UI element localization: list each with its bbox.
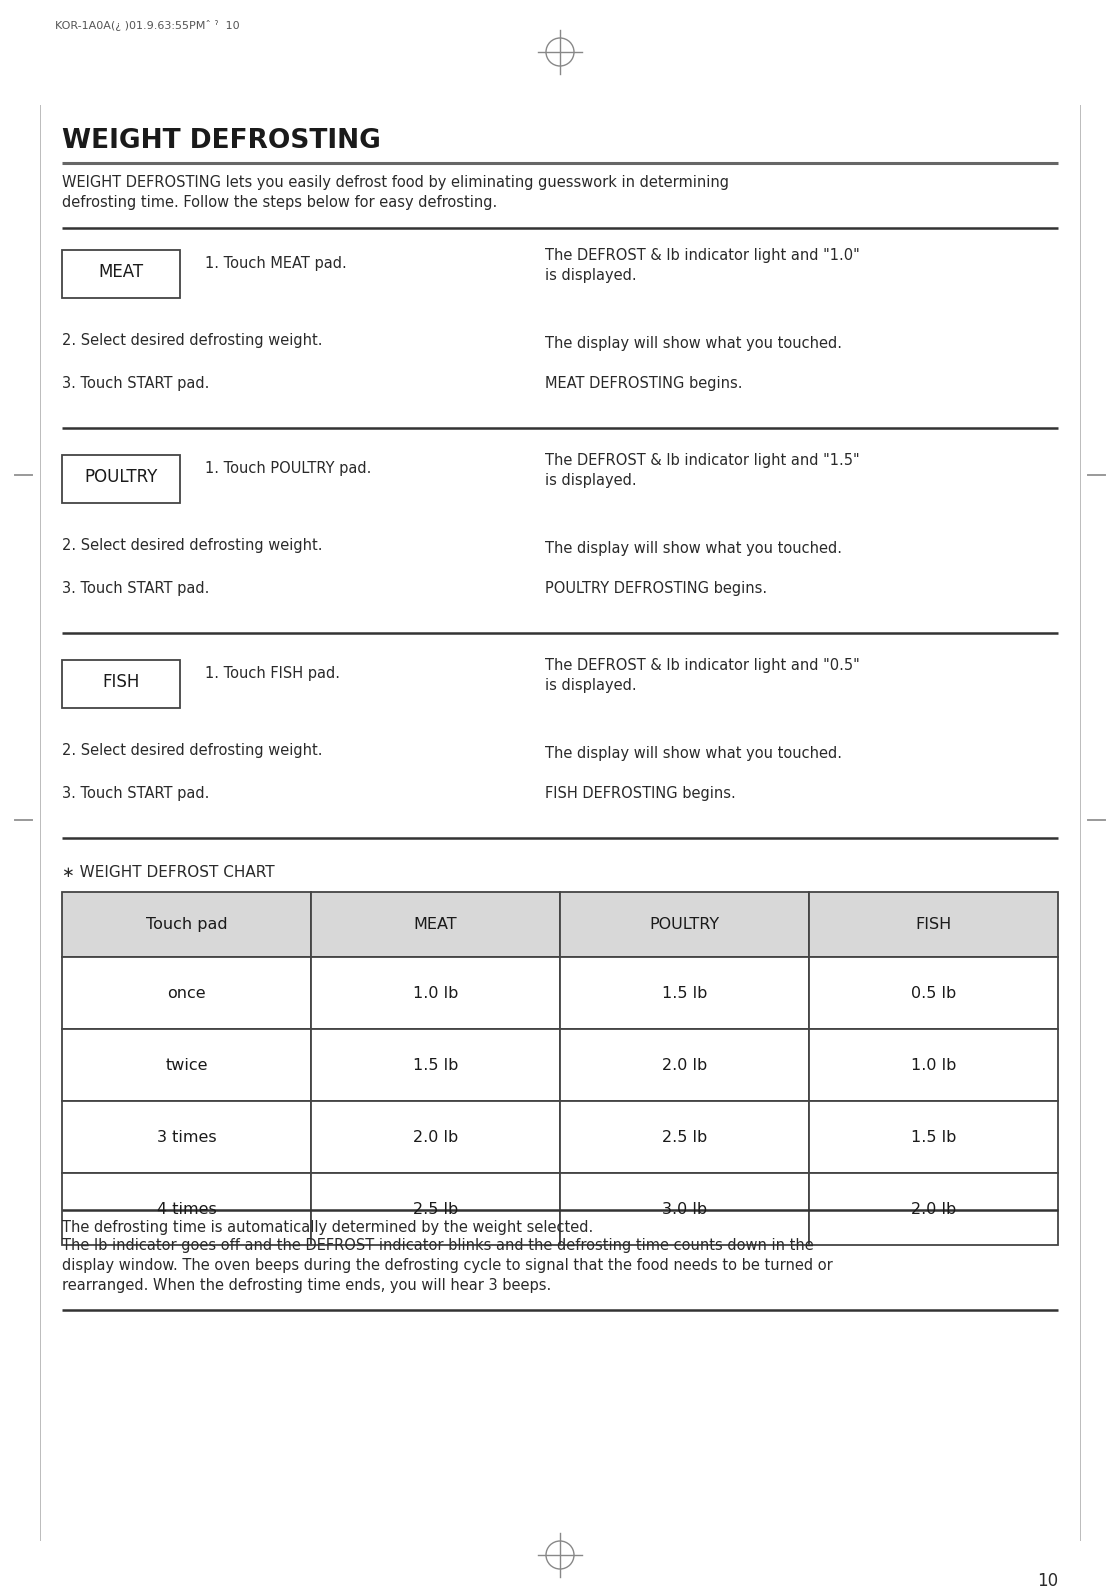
Text: 3. Touch START pad.: 3. Touch START pad. (62, 580, 209, 596)
Bar (809, 1101, 1058, 1173)
Text: 1.0 lb: 1.0 lb (413, 985, 458, 1001)
Text: WEIGHT DEFROSTING lets you easily defrost food by eliminating guesswork in deter: WEIGHT DEFROSTING lets you easily defros… (62, 175, 729, 210)
Text: 4 times: 4 times (157, 1202, 216, 1216)
Text: POULTRY: POULTRY (650, 917, 719, 932)
Text: 3. Touch START pad.: 3. Touch START pad. (62, 376, 209, 391)
Text: twice: twice (166, 1057, 207, 1073)
Bar (560, 1030, 809, 1101)
Text: MEAT DEFROSTING begins.: MEAT DEFROSTING begins. (545, 376, 743, 391)
Text: 1.5 lb: 1.5 lb (911, 1130, 956, 1144)
Bar (809, 956, 1058, 1030)
Text: MEAT: MEAT (99, 263, 143, 281)
Text: The DEFROST & lb indicator light and "0.5"
is displayed.: The DEFROST & lb indicator light and "0.… (545, 658, 860, 693)
Text: 3 times: 3 times (157, 1130, 216, 1144)
Text: The DEFROST & lb indicator light and "1.5"
is displayed.: The DEFROST & lb indicator light and "1.… (545, 453, 860, 488)
Bar (62, 1030, 311, 1101)
Text: 2. Select desired defrosting weight.: 2. Select desired defrosting weight. (62, 333, 323, 347)
Text: FISH DEFROSTING begins.: FISH DEFROSTING begins. (545, 786, 736, 802)
Text: 1.5 lb: 1.5 lb (662, 985, 707, 1001)
Text: The display will show what you touched.: The display will show what you touched. (545, 540, 842, 556)
Bar (809, 1030, 1058, 1101)
Text: 1. Touch MEAT pad.: 1. Touch MEAT pad. (205, 257, 347, 271)
Bar (311, 1101, 560, 1173)
Text: FISH: FISH (915, 917, 952, 932)
Bar (311, 1030, 560, 1101)
Bar (311, 1173, 560, 1245)
Bar (560, 1173, 809, 1245)
Text: 2.0 lb: 2.0 lb (911, 1202, 956, 1216)
Bar (560, 1101, 809, 1173)
Text: The DEFROST & lb indicator light and "1.0"
is displayed.: The DEFROST & lb indicator light and "1.… (545, 249, 860, 282)
Bar (311, 956, 560, 1030)
Text: POULTRY: POULTRY (84, 469, 158, 486)
Bar (62, 956, 311, 1030)
Text: 1.5 lb: 1.5 lb (413, 1057, 458, 1073)
Text: 1. Touch FISH pad.: 1. Touch FISH pad. (205, 666, 340, 681)
Text: The defrosting time is automatically determined by the weight selected.: The defrosting time is automatically det… (62, 1219, 594, 1235)
Text: 10: 10 (1037, 1572, 1058, 1589)
Bar (62, 1173, 311, 1245)
Text: The display will show what you touched.: The display will show what you touched. (545, 746, 842, 760)
Text: MEAT: MEAT (413, 917, 457, 932)
Text: ∗ WEIGHT DEFROST CHART: ∗ WEIGHT DEFROST CHART (62, 866, 274, 880)
Bar (62, 454, 180, 504)
Text: 3.0 lb: 3.0 lb (662, 1202, 707, 1216)
Text: 1.0 lb: 1.0 lb (911, 1057, 956, 1073)
Bar (62, 1101, 311, 1173)
Text: The display will show what you touched.: The display will show what you touched. (545, 336, 842, 351)
Bar (560, 956, 809, 1030)
Text: KOR-1A0A(¿ )01.9.63:55PMˆ ˀ  10: KOR-1A0A(¿ )01.9.63:55PMˆ ˀ 10 (55, 21, 240, 30)
Bar (311, 893, 560, 956)
Text: FISH: FISH (102, 673, 140, 692)
Bar (62, 250, 180, 298)
Text: 0.5 lb: 0.5 lb (911, 985, 956, 1001)
Bar (62, 660, 180, 708)
Text: 2.5 lb: 2.5 lb (662, 1130, 707, 1144)
Text: 3. Touch START pad.: 3. Touch START pad. (62, 786, 209, 802)
Text: 2.5 lb: 2.5 lb (413, 1202, 458, 1216)
Text: 2. Select desired defrosting weight.: 2. Select desired defrosting weight. (62, 539, 323, 553)
Text: 2.0 lb: 2.0 lb (662, 1057, 707, 1073)
Text: once: once (167, 985, 206, 1001)
Bar (560, 893, 809, 956)
Text: Touch pad: Touch pad (146, 917, 227, 932)
Text: 2.0 lb: 2.0 lb (413, 1130, 458, 1144)
Text: WEIGHT DEFROSTING: WEIGHT DEFROSTING (62, 128, 381, 155)
Text: 2. Select desired defrosting weight.: 2. Select desired defrosting weight. (62, 743, 323, 759)
Text: The lb indicator goes off and the DEFROST indicator blinks and the defrosting ti: The lb indicator goes off and the DEFROS… (62, 1239, 833, 1293)
Text: POULTRY DEFROSTING begins.: POULTRY DEFROSTING begins. (545, 580, 767, 596)
Text: 1. Touch POULTRY pad.: 1. Touch POULTRY pad. (205, 461, 372, 477)
Bar (62, 893, 311, 956)
Bar (809, 1173, 1058, 1245)
Bar (809, 893, 1058, 956)
